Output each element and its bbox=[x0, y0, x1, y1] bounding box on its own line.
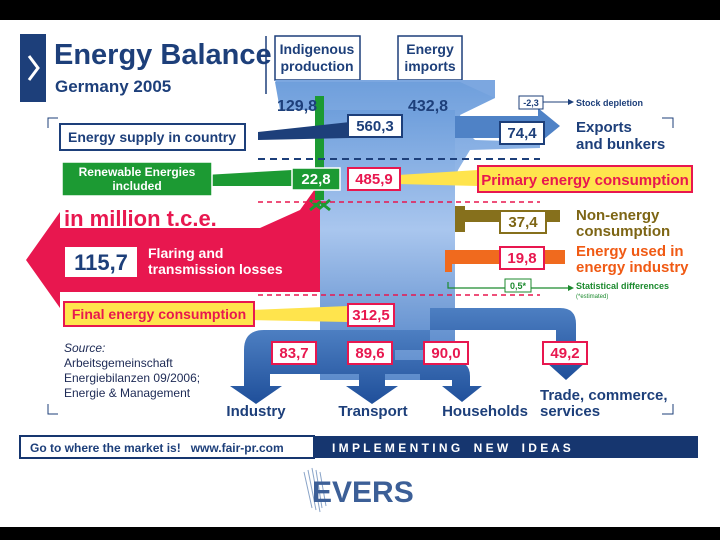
imports-header-line1: Energy bbox=[406, 41, 454, 57]
energy-industry-value-box bbox=[499, 246, 545, 270]
transport-label: Transport bbox=[338, 403, 407, 420]
primary-value: 485,9 bbox=[355, 171, 393, 188]
renewables-label-line2: included bbox=[112, 179, 161, 193]
households-value-box bbox=[423, 341, 469, 365]
frame-corners bbox=[47, 117, 674, 415]
statistical-value: 0,5* bbox=[510, 281, 527, 291]
chevron-right-icon bbox=[27, 55, 40, 81]
supply-value-box bbox=[347, 114, 403, 138]
primary-label: Primary energy consumption bbox=[481, 172, 689, 189]
statistical-value-box bbox=[504, 278, 532, 293]
transport-value: 89,6 bbox=[355, 345, 384, 362]
indigenous-header-line1: Indigenous bbox=[280, 41, 355, 57]
renewables-flow bbox=[315, 96, 324, 200]
trade-label-line1: Trade, commerce, bbox=[540, 387, 668, 404]
primary-group: 485,9 Primary energy consumption bbox=[347, 165, 693, 193]
renewables-value-box bbox=[291, 167, 341, 191]
statistical-label: Statistical differences bbox=[576, 281, 669, 291]
renewables-group: Renewable Energies included 22,8 bbox=[61, 161, 341, 197]
footer-right-bar bbox=[314, 436, 698, 458]
exports-label-line1: Exports bbox=[576, 119, 632, 136]
renewables-value: 22,8 bbox=[301, 171, 330, 188]
footer-slogan: I M P L E M E N T I N G N E W I D E A S bbox=[332, 441, 571, 455]
flaring-value: 115,7 bbox=[74, 250, 128, 275]
trade-label-line2: services bbox=[540, 403, 600, 420]
final-label: Final energy consumption bbox=[72, 306, 246, 322]
energy-balance-slide: Energy Balance Germany 2005 Indigenous p… bbox=[0, 20, 720, 527]
non-energy-value-box bbox=[499, 210, 547, 234]
final-label-box bbox=[63, 301, 255, 327]
statistical-note: (*estimated) bbox=[576, 294, 608, 300]
imports-value: 432,8 bbox=[408, 98, 448, 115]
indigenous-value: 129,8 bbox=[277, 98, 317, 115]
supply-group: Energy supply in country 560,3 bbox=[59, 114, 403, 151]
source-line-2: Energiebilanzen 09/2006; bbox=[64, 371, 200, 385]
final-value-box bbox=[347, 303, 395, 327]
industry-label: Industry bbox=[226, 403, 286, 420]
households-label: Households bbox=[442, 403, 528, 420]
renewables-label-box bbox=[61, 161, 213, 197]
header: Energy Balance Germany 2005 Indigenous p… bbox=[20, 34, 463, 102]
unit-label: in million t.c.e. bbox=[64, 206, 217, 231]
footer: Go to where the market is! www.fair-pr.c… bbox=[19, 435, 698, 459]
stock-value-box bbox=[518, 95, 544, 110]
final-group: Final energy consumption 312,5 bbox=[63, 301, 395, 327]
energy-industry-value: 19,8 bbox=[507, 250, 536, 267]
header-chevron-box bbox=[20, 34, 46, 102]
primary-value-box bbox=[347, 167, 401, 191]
page-title: Energy Balance bbox=[54, 39, 272, 71]
stock-value: -2,3 bbox=[523, 98, 539, 108]
households-value: 90,0 bbox=[431, 345, 460, 362]
energy-flow-diagram: Energy Balance Germany 2005 Indigenous p… bbox=[19, 34, 698, 513]
indigenous-header-line2: production bbox=[280, 58, 353, 74]
evers-logo: EVERS bbox=[303, 467, 414, 513]
non-energy-label-line2: consumption bbox=[576, 223, 670, 240]
source-heading: Source: bbox=[64, 341, 105, 355]
supply-value: 560,3 bbox=[356, 118, 394, 135]
renewables-label-line1: Renewable Energies bbox=[79, 165, 196, 179]
exports-label-line2: and bunkers bbox=[576, 136, 665, 153]
non-energy-value: 37,4 bbox=[508, 214, 538, 231]
flaring-label-line1: Flaring and bbox=[148, 245, 223, 261]
primary-label-box bbox=[477, 165, 693, 193]
trade-value: 49,2 bbox=[550, 345, 579, 362]
footer-link-text[interactable]: Go to where the market is! www.fair-pr.c… bbox=[30, 441, 284, 455]
flaring-label-line2: transmission losses bbox=[148, 261, 283, 277]
energy-industry-label-line2: energy industry bbox=[576, 259, 689, 276]
exports-value-box bbox=[499, 121, 545, 145]
logo-wordmark: EVERS bbox=[312, 476, 414, 509]
exports-value: 74,4 bbox=[507, 125, 537, 142]
transport-value-box bbox=[347, 341, 393, 365]
industry-value: 83,7 bbox=[279, 345, 308, 362]
source-line-1: Arbeitsgemeinschaft bbox=[64, 356, 173, 370]
supply-label: Energy supply in country bbox=[68, 129, 236, 145]
page-subtitle: Germany 2005 bbox=[55, 77, 171, 96]
final-value: 312,5 bbox=[352, 307, 390, 324]
industry-value-box bbox=[271, 341, 317, 365]
non-energy-label-line1: Non-energy bbox=[576, 207, 660, 224]
trade-value-box bbox=[542, 341, 588, 365]
stock-label: Stock depletion bbox=[576, 98, 643, 108]
supply-label-box bbox=[59, 123, 246, 151]
energy-industry-label-line1: Energy used in bbox=[576, 243, 684, 260]
imports-header-line2: imports bbox=[404, 58, 456, 74]
flaring-value-box bbox=[63, 245, 139, 279]
source-line-3: Energie & Management bbox=[64, 386, 191, 400]
